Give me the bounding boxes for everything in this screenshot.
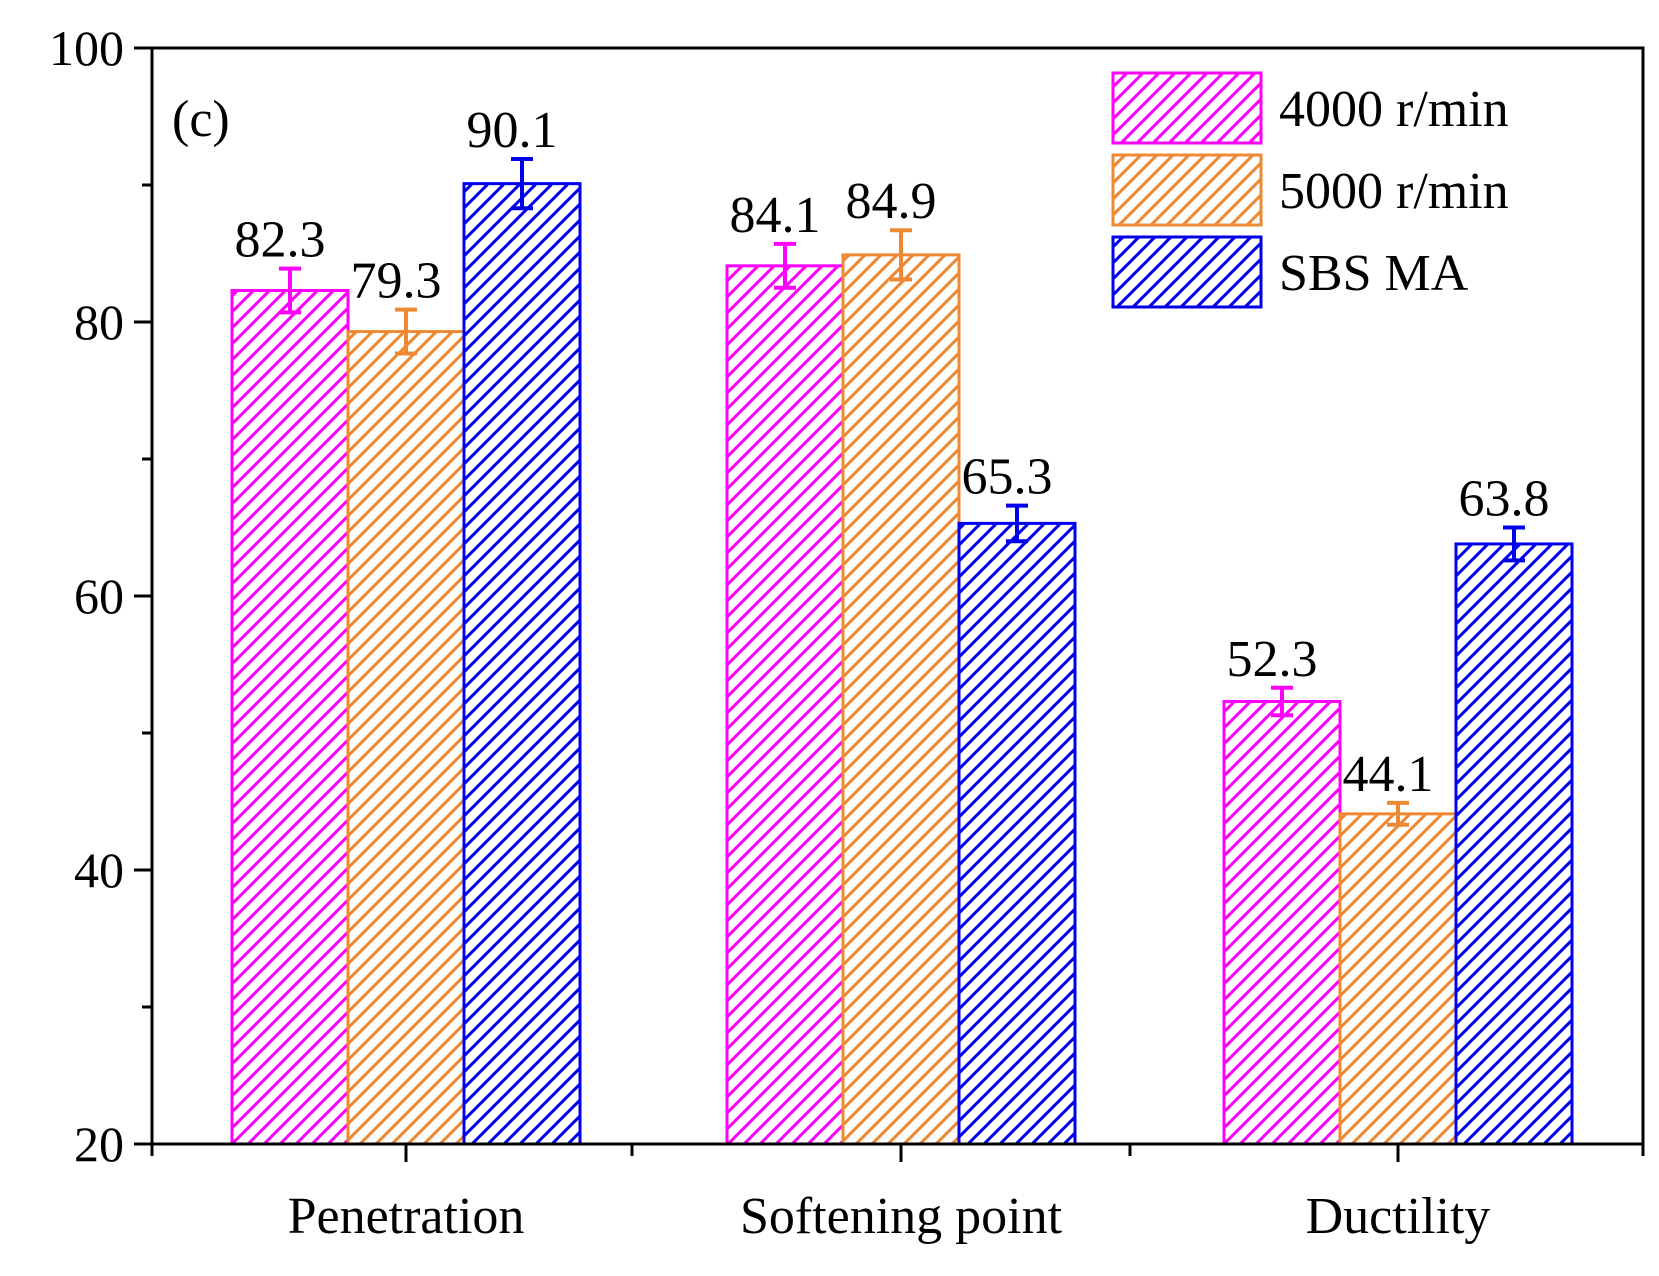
value-label-ductility-series-1: 52.3 (1227, 631, 1318, 688)
bars-layer (230, 182, 1574, 1146)
y-tick-label: 40 (74, 842, 124, 898)
x-category-label: Ductility (1306, 1188, 1491, 1245)
error-bar-penetration-series-1 (279, 266, 301, 315)
legend-swatch-series-3 (1111, 235, 1263, 309)
error-bar-ductility-series-2 (1387, 800, 1409, 827)
error-bar-ductility-series-1 (1271, 685, 1293, 718)
bar-ductility-series-1 (1222, 699, 1342, 1146)
value-label-penetration-series-1: 82.3 (235, 212, 326, 269)
value-label-softening-point-series-2: 84.9 (846, 173, 937, 230)
bar-softening-point-series-3 (957, 521, 1077, 1146)
bar-penetration-series-3 (462, 182, 582, 1146)
bar-softening-point-series-2 (841, 253, 961, 1146)
error-bar-softening-point-series-1 (774, 241, 796, 290)
x-category-label: Softening point (740, 1188, 1063, 1245)
bar-softening-point-series-1 (725, 264, 845, 1146)
legend-label-series-2: 5000 r/min (1279, 163, 1509, 220)
value-label-ductility-series-2: 44.1 (1343, 746, 1434, 803)
y-tick-label: 80 (74, 294, 124, 350)
bar-ductility-series-2 (1338, 812, 1458, 1146)
y-tick-label: 20 (74, 1116, 124, 1172)
y-tick-label: 60 (74, 568, 124, 624)
value-label-softening-point-series-1: 84.1 (730, 187, 821, 244)
value-labels-layer: 82.3 84.1 52.3 79.3 84.9 44.1 90.1 65.3 63.8 (235, 102, 1550, 803)
legend-swatch-series-1 (1111, 71, 1263, 145)
value-label-penetration-series-2: 79.3 (351, 253, 442, 310)
legend-swatch-series-2 (1111, 153, 1263, 227)
value-label-penetration-series-3: 90.1 (467, 102, 558, 159)
bar-penetration-series-2 (346, 330, 466, 1146)
legend-label-series-1: 4000 r/min (1279, 81, 1509, 138)
x-category-label: Penetration (288, 1188, 525, 1245)
bar-penetration-series-1 (230, 288, 350, 1146)
bar-ductility-series-3 (1454, 542, 1574, 1146)
legend: 4000 r/min 5000 r/min SBS MA (1111, 71, 1509, 309)
legend-label-series-3: SBS MA (1279, 245, 1469, 302)
error-bar-softening-point-series-3 (1006, 503, 1028, 544)
value-label-softening-point-series-3: 65.3 (962, 449, 1053, 506)
error-bar-softening-point-series-2 (890, 228, 912, 282)
error-bar-penetration-series-3 (511, 156, 533, 211)
panel-label: (c) (172, 91, 230, 148)
error-bar-penetration-series-2 (395, 307, 417, 356)
value-label-ductility-series-3: 63.8 (1459, 471, 1550, 528)
error-bar-ductility-series-3 (1503, 525, 1525, 563)
axes-layer: 20 40 60 80 100 Penetration Softening point Duc… (49, 20, 1645, 1245)
y-tick-label: 100 (49, 20, 124, 76)
error-bars-layer (279, 156, 1525, 827)
